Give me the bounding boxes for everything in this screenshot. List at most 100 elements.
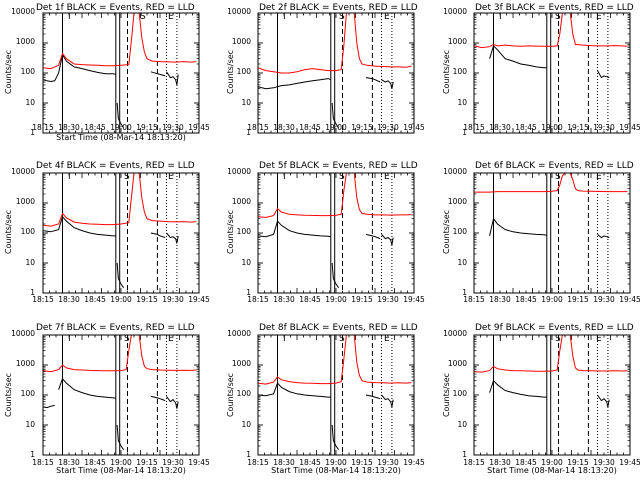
lld-series-line — [353, 335, 412, 384]
event-marker-label: I — [68, 12, 71, 22]
x-tick-labels: 18:15 18:30 18:45 19:00 19:15 19:30 19:4… — [247, 295, 425, 304]
x-tick-label: 18:30 — [273, 295, 295, 304]
axes-frame — [257, 12, 415, 134]
events-series-line — [150, 395, 166, 402]
panel-det-9: Det 9f BLACK = Events, RED = LLD Counts/… — [442, 323, 640, 475]
x-tick-label: 19:00 — [110, 123, 132, 132]
x-tick-label: 19:30 — [162, 123, 184, 132]
x-tick-label: 18:30 — [58, 295, 80, 304]
lld-series-line — [43, 173, 135, 227]
y-tick-label: 1 — [462, 450, 467, 459]
lld-series-line — [474, 13, 563, 49]
events-series-line — [166, 232, 179, 244]
x-tick-label: 18:30 — [489, 295, 511, 304]
y-axis-label: Counts/sec — [226, 210, 235, 254]
events-series-line — [365, 233, 381, 240]
panel-det-4: Det 4f BLACK = Events, RED = LLD Counts/… — [4, 161, 210, 304]
x-tick-label: 19:45 — [619, 295, 640, 304]
x-tick-label: 18:15 — [463, 458, 485, 467]
series-group — [258, 335, 412, 450]
axes-frame — [473, 334, 631, 456]
y-tick-label: 10 — [241, 420, 251, 429]
event-marker-label: I — [68, 172, 71, 182]
panel-det-6: Det 6f BLACK = Events, RED = LLD Counts/… — [442, 161, 640, 304]
events-series-line — [258, 382, 331, 398]
x-axis-label: Start Time (08-Mar-14 18:13:20) — [271, 466, 401, 475]
y-tick-label: 1 — [246, 450, 251, 459]
plot-area — [42, 12, 200, 134]
y-tick-label: 1000 — [448, 37, 467, 46]
y-tick-label: 10000 — [227, 7, 251, 16]
events-series-line — [258, 220, 331, 238]
y-tick-label: 10000 — [227, 167, 251, 176]
y-tick-labels: 1 10 100 1000 10000 — [11, 7, 35, 137]
y-tick-label: 10000 — [11, 329, 35, 338]
x-tick-label: 19:15 — [136, 458, 158, 467]
x-tick-labels: 18:15 18:30 18:45 19:00 19:15 19:30 19:4… — [463, 295, 640, 304]
axes-frame — [257, 172, 415, 294]
events-series-line — [331, 424, 340, 450]
panel-det-5: Det 5f BLACK = Events, RED = LLD Counts/… — [226, 161, 425, 304]
y-tick-label: 10000 — [11, 7, 35, 16]
y-tick-label: 10000 — [443, 7, 467, 16]
x-tick-label: 19:15 — [351, 295, 373, 304]
x-tick-label: 19:00 — [541, 458, 563, 467]
y-tick-label: 100 — [21, 67, 36, 76]
plot-area — [257, 334, 415, 456]
y-tick-label: 10 — [457, 420, 467, 429]
events-series-line — [365, 394, 381, 400]
x-tick-label: 18:45 — [299, 295, 321, 304]
y-tick-label: 1000 — [448, 359, 467, 368]
lld-series-line — [138, 13, 197, 63]
events-series-line — [258, 78, 331, 90]
y-axis-label: Counts/sec — [442, 50, 451, 94]
x-tick-label: 19:15 — [351, 123, 373, 132]
event-marker-label: E — [168, 334, 174, 344]
y-tick-label: 100 — [237, 389, 252, 398]
y-tick-labels: 1 10 100 1000 10000 — [227, 329, 251, 459]
y-tick-label: 10 — [25, 420, 35, 429]
axes-frame — [473, 12, 631, 134]
x-tick-label: 19:30 — [162, 295, 184, 304]
y-tick-label: 1000 — [16, 197, 35, 206]
x-tick-label: 19:00 — [325, 295, 347, 304]
x-tick-label: 19:45 — [403, 458, 425, 467]
y-tick-label: 10000 — [443, 329, 467, 338]
plot-area — [257, 172, 415, 294]
series-group — [43, 173, 197, 288]
series-group — [43, 335, 197, 450]
x-tick-label: 18:15 — [247, 458, 269, 467]
y-tick-label: 1000 — [232, 37, 251, 46]
x-tick-label: 18:45 — [299, 458, 321, 467]
x-tick-label: 19:15 — [351, 458, 373, 467]
y-axis-label: Counts/sec — [442, 210, 451, 254]
panel-det-2: Det 2f BLACK = Events, RED = LLD Counts/… — [226, 3, 425, 137]
y-tick-label: 1000 — [448, 197, 467, 206]
series-group — [258, 173, 412, 288]
lld-series-line — [43, 335, 132, 373]
panel-title: Det 9f BLACK = Events, RED = LLD — [475, 323, 634, 333]
plot-area — [473, 334, 631, 456]
lld-series-line — [474, 335, 563, 373]
axes-frame — [42, 334, 200, 456]
event-marker-label: I — [283, 172, 286, 182]
axes-frame — [42, 12, 200, 134]
event-marker-label: E — [596, 172, 602, 182]
y-tick-label: 10 — [241, 98, 251, 107]
x-tick-label: 19:30 — [377, 123, 399, 132]
events-series-line — [58, 377, 116, 399]
y-axis-label: Counts/sec — [442, 373, 451, 417]
x-tick-label: 19:00 — [325, 458, 347, 467]
x-tick-label: 19:30 — [377, 295, 399, 304]
events-series-line — [381, 79, 394, 89]
events-series-line — [116, 102, 125, 128]
y-tick-labels: 1 10 100 1000 10000 — [227, 7, 251, 137]
lld-series-line — [43, 13, 135, 70]
y-axis-label: Counts/sec — [4, 210, 13, 254]
x-tick-label: 18:30 — [58, 458, 80, 467]
y-axis-label: Counts/sec — [4, 373, 13, 417]
plot-area — [257, 12, 415, 134]
x-tick-label: 19:15 — [567, 123, 589, 132]
panel-det-1: Det 1f BLACK = Events, RED = LLD Counts/… — [4, 3, 210, 142]
plot-area — [473, 12, 631, 134]
